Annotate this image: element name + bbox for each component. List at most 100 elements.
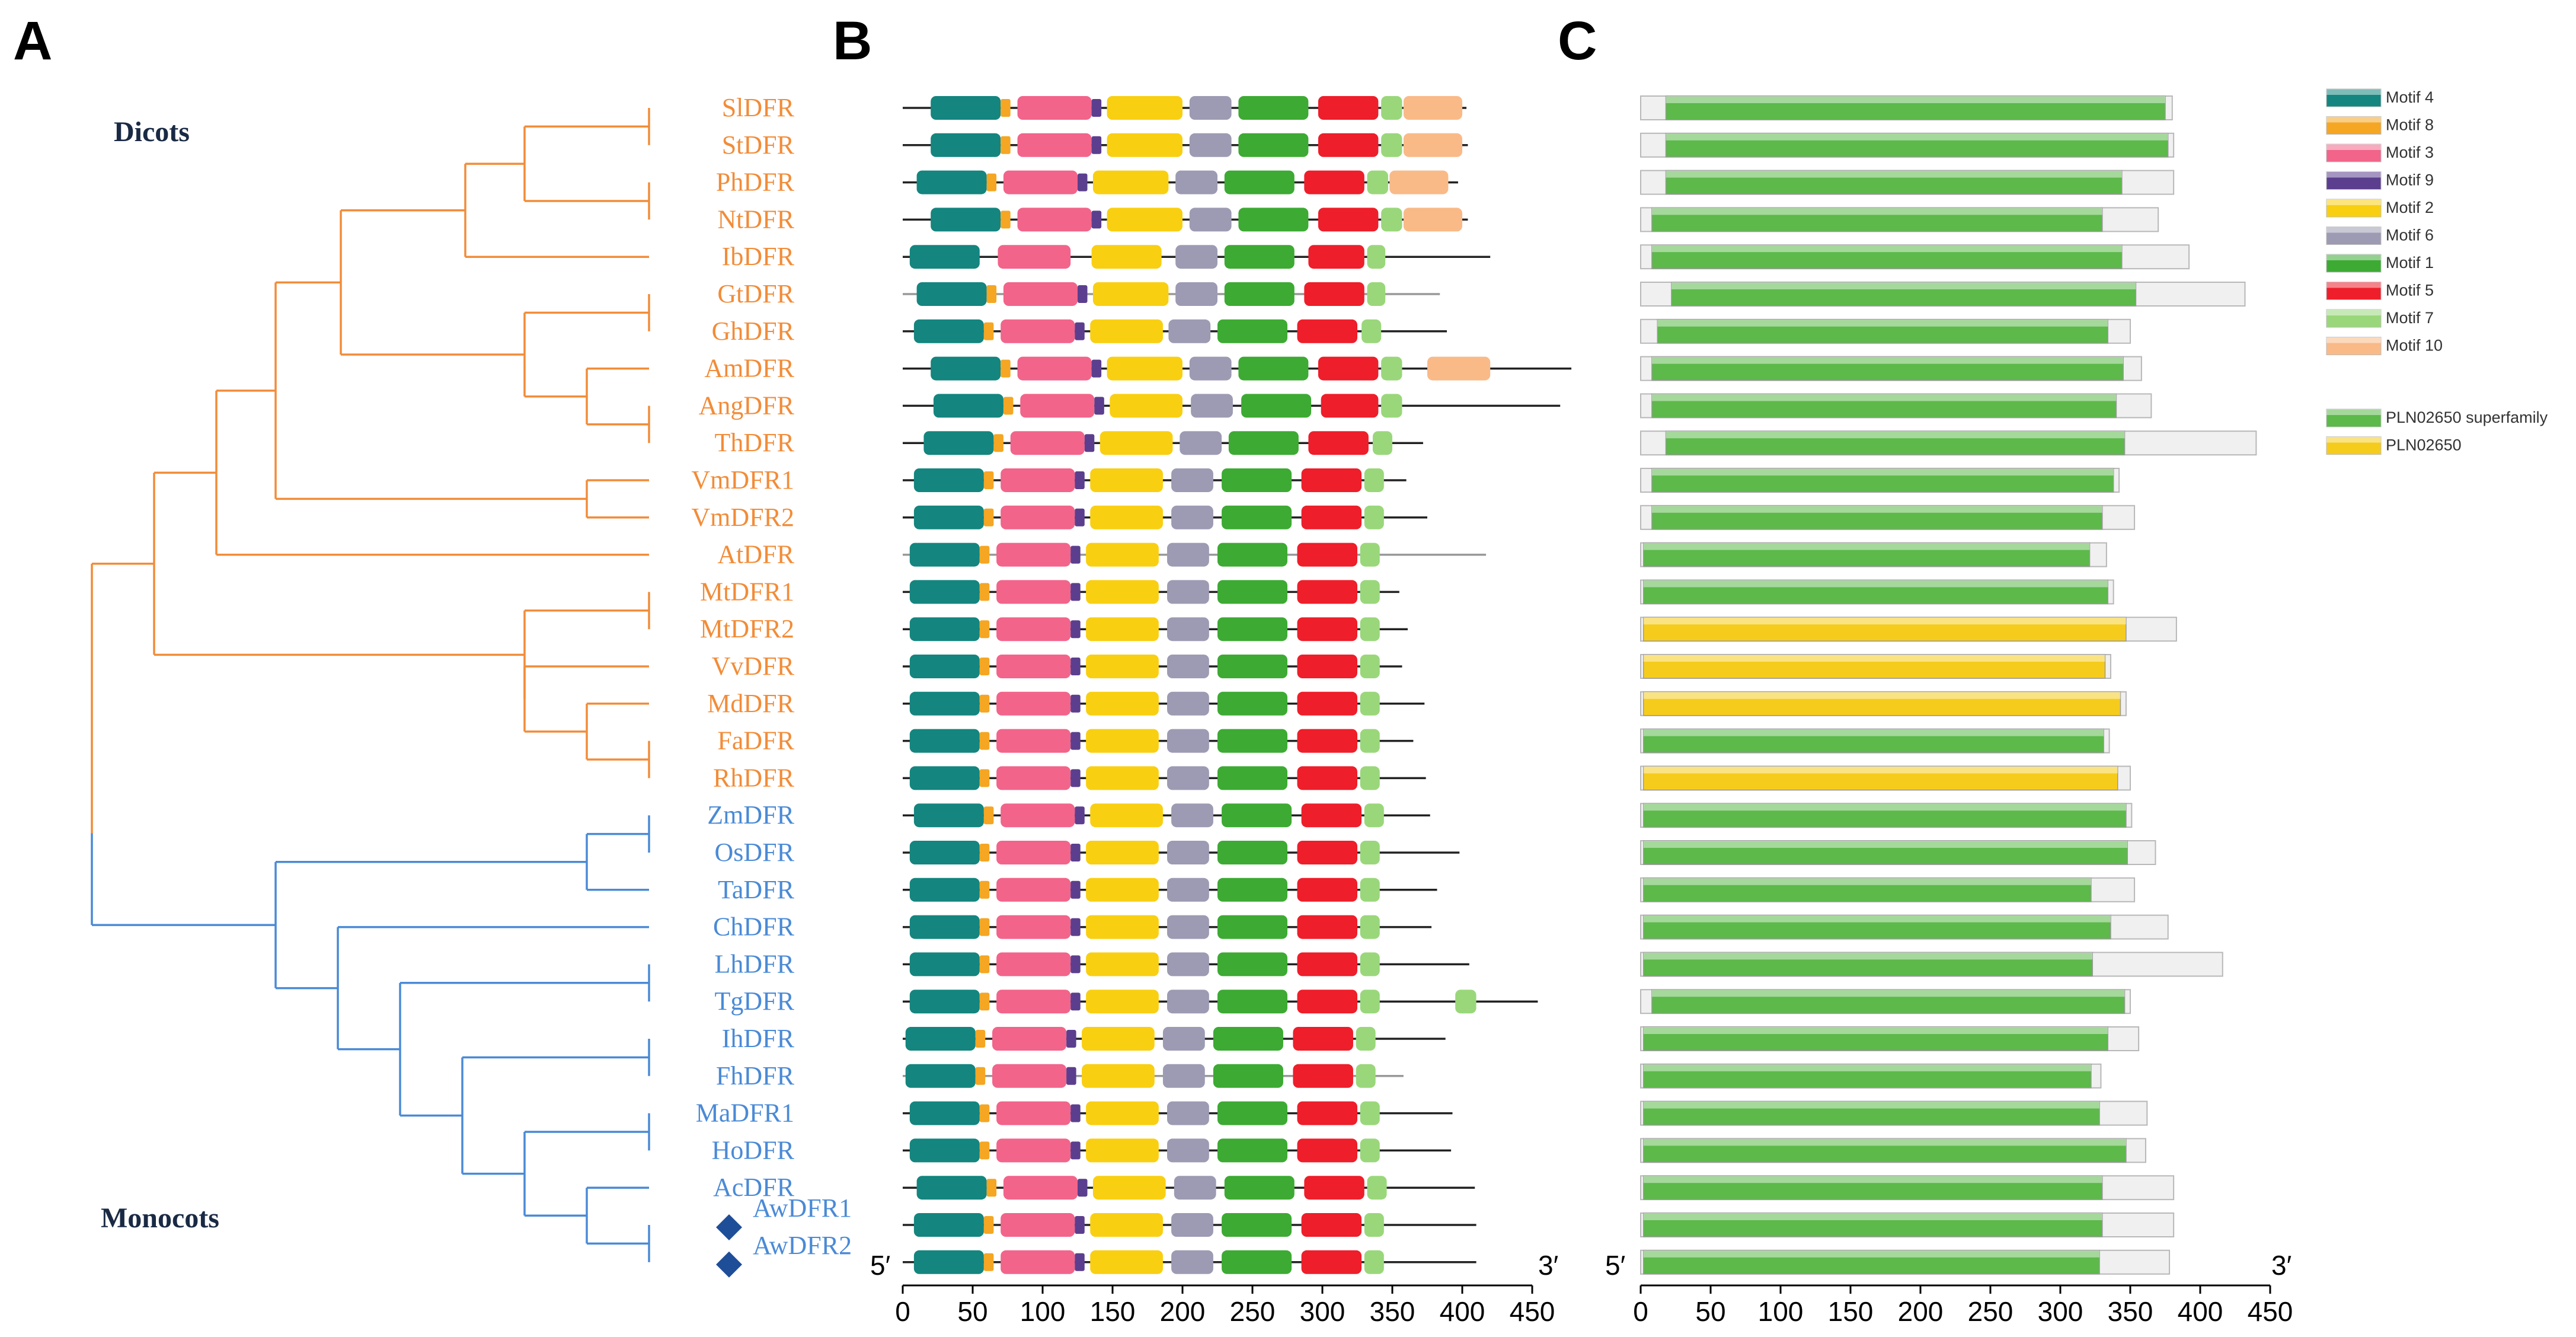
- motif-2: [1086, 1101, 1159, 1125]
- motif-7: [1367, 170, 1388, 194]
- motif-7: [1360, 543, 1380, 567]
- motif-9: [1091, 359, 1102, 378]
- legend-label: Motif 6: [2386, 226, 2434, 244]
- motif-9: [1070, 993, 1081, 1011]
- motif-4: [905, 1027, 976, 1051]
- motif-7: [1364, 468, 1384, 492]
- domain-bar: [1657, 319, 2108, 344]
- legend-swatch-highlight: [2326, 89, 2381, 95]
- motif-6: [1167, 990, 1209, 1014]
- tick-label: 0: [895, 1296, 910, 1327]
- motif-5: [1297, 729, 1357, 753]
- motif-6: [1167, 1138, 1209, 1163]
- motif-3: [996, 1101, 1071, 1125]
- motif-6: [1167, 729, 1209, 753]
- motif-4: [905, 1064, 976, 1088]
- motif-5: [1297, 877, 1357, 902]
- motif-4: [913, 468, 984, 492]
- motif-7: [1360, 580, 1380, 604]
- motif-8: [986, 1179, 997, 1197]
- legend-swatch-highlight: [2326, 144, 2381, 150]
- motif-4: [913, 803, 984, 828]
- motif-5: [1297, 766, 1357, 790]
- tip-label: FhDFR: [716, 1061, 795, 1090]
- domain-highlight: [1643, 1101, 2100, 1109]
- motif-1: [1222, 803, 1292, 828]
- legend-swatch-highlight: [2326, 254, 2381, 260]
- tip-label: MaDFR1: [696, 1099, 794, 1128]
- motif-6: [1175, 282, 1217, 306]
- domain-bar: [1642, 1100, 2100, 1126]
- motif-7: [1360, 617, 1380, 642]
- motif-2: [1110, 394, 1182, 418]
- motif-2: [1092, 1176, 1166, 1200]
- domain-highlight: [1643, 1138, 2126, 1146]
- legend-swatch: [2326, 171, 2382, 190]
- motif-3: [1001, 1213, 1075, 1237]
- motif-8: [979, 1104, 990, 1122]
- legend-swatch-highlight: [2326, 116, 2381, 123]
- legend-label: Motif 7: [2386, 309, 2434, 327]
- domain-highlight: [1651, 990, 2125, 997]
- motif-9: [1075, 806, 1085, 825]
- tip-label: AmDFR: [704, 354, 794, 383]
- motif-8: [1001, 210, 1011, 229]
- motif-5: [1297, 841, 1357, 864]
- motif-5: [1297, 655, 1357, 678]
- motif-4: [909, 766, 980, 790]
- motif-4: [931, 356, 1001, 381]
- motif-5: [1297, 952, 1357, 977]
- legend-swatch: [2326, 409, 2382, 427]
- domain-highlight: [1643, 877, 2091, 885]
- tip-label: ChDFR: [713, 912, 795, 942]
- legend-swatch: [2326, 88, 2382, 107]
- diamond-marker: [716, 1214, 742, 1240]
- motif-1: [1241, 394, 1312, 418]
- domain-highlight: [1651, 245, 2122, 253]
- domain-bar: [1651, 468, 2114, 493]
- domain-panel: [1640, 95, 2257, 1275]
- domain-highlight: [1651, 505, 2102, 513]
- domain-highlight: [1643, 1064, 2091, 1071]
- motif-2: [1090, 468, 1163, 492]
- legend-swatch-highlight: [2326, 409, 2381, 415]
- motif-4: [931, 96, 1001, 120]
- motif-8: [1003, 397, 1014, 415]
- motif-4: [923, 431, 994, 455]
- motif-2: [1091, 245, 1162, 269]
- domain-highlight: [1643, 580, 2108, 588]
- motif-8: [983, 508, 994, 526]
- tip-label: ZmDFR: [707, 800, 794, 829]
- motif-5: [1301, 1250, 1362, 1274]
- motif-1: [1222, 468, 1292, 492]
- domain-bar: [1642, 1250, 2100, 1275]
- motif-5: [1297, 580, 1357, 604]
- motif-7: [1360, 766, 1380, 790]
- motif-3: [1017, 133, 1092, 157]
- motif-4: [909, 691, 980, 716]
- tick-label: 200: [1160, 1296, 1206, 1327]
- motif-6: [1167, 691, 1209, 716]
- motif-4: [909, 245, 980, 269]
- motif-1: [1217, 729, 1287, 753]
- motif-5: [1308, 431, 1369, 455]
- motif-5: [1297, 617, 1357, 642]
- motif-5: [1308, 245, 1364, 269]
- tick-label: 450: [1510, 1296, 1555, 1327]
- motif-7: [1455, 990, 1476, 1014]
- motif-7: [1381, 356, 1402, 381]
- motif-9: [1070, 583, 1081, 601]
- motif-3: [996, 543, 1071, 567]
- motif-8: [1001, 99, 1011, 117]
- motif-8: [979, 545, 990, 564]
- tip-label: MdDFR: [707, 689, 794, 718]
- motif-4: [909, 655, 980, 678]
- tick-label: 250: [1968, 1296, 2014, 1327]
- domain-highlight: [1643, 1250, 2100, 1258]
- domain-highlight: [1643, 691, 2121, 699]
- motif-3: [1017, 356, 1092, 381]
- motif-1: [1238, 133, 1309, 157]
- motif-1: [1222, 505, 1292, 529]
- motif-4: [909, 543, 980, 567]
